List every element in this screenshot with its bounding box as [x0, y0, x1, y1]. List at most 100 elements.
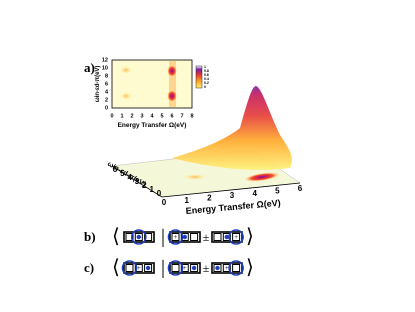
bracket: ⟨ — [112, 226, 120, 248]
chain-box — [169, 231, 201, 243]
bracket: ⟩ — [246, 257, 254, 279]
tick-label: 0.6 — [204, 73, 209, 77]
tick-label: 5 — [275, 186, 280, 195]
ridge — [169, 61, 176, 107]
tick-label: 0 — [162, 198, 167, 207]
plus: + — [225, 264, 229, 272]
plus: + — [183, 264, 187, 272]
tick-label: 0 — [157, 189, 162, 198]
tick-label: 3 — [135, 177, 140, 186]
orbital-ring — [121, 260, 138, 276]
site — [232, 264, 241, 272]
bracket: ⟩ — [246, 226, 254, 248]
chain-box — [123, 262, 155, 274]
inset-heatmap — [111, 59, 203, 109]
panel-label: a) — [84, 60, 95, 75]
tick-label: 0.8 — [204, 69, 209, 73]
orbital-ring — [167, 229, 184, 245]
diagram-b: ⟨ | + ± + ⟩ — [112, 226, 254, 248]
tick-label: 8 — [190, 113, 193, 119]
tick-label: 2 — [142, 181, 147, 190]
hot-spot — [167, 90, 177, 102]
tick-label: 6 — [113, 165, 118, 174]
orbital-ring — [228, 229, 244, 245]
tick-label: 2 — [207, 193, 212, 202]
hole — [136, 234, 141, 240]
tick-label: 6 — [298, 184, 303, 193]
hole — [145, 265, 151, 271]
hot-spot — [120, 92, 132, 100]
tick-label: 0 — [204, 85, 206, 89]
tick-label: 4 — [150, 113, 154, 119]
tick-label: 4 — [105, 89, 109, 95]
panel-label: c) — [84, 260, 94, 275]
tick-label: 0 — [110, 113, 113, 119]
hole — [182, 234, 187, 240]
tick-label: 2 — [130, 113, 133, 119]
site — [125, 233, 134, 241]
tick-label: 6 — [105, 81, 108, 87]
colorbar — [195, 65, 203, 89]
separator: | — [161, 226, 165, 248]
tick-label: 10 — [102, 65, 108, 71]
chain-box — [169, 262, 201, 274]
diagram-c: ⟨ + | + ± + ⟩ — [112, 257, 254, 279]
site — [144, 233, 153, 241]
tick-label: 4 — [127, 173, 132, 182]
x-axis — [161, 182, 301, 198]
site — [171, 264, 180, 272]
hole — [191, 265, 197, 271]
tick-label: 0.4 — [204, 77, 209, 81]
tick-label: 1 — [120, 113, 123, 119]
site — [134, 264, 143, 272]
orbital-ring — [131, 229, 147, 245]
plus: + — [137, 264, 141, 272]
tick-label: 3 — [140, 113, 143, 119]
separator: | — [161, 257, 165, 279]
tick-label: 5 — [120, 169, 125, 178]
hot-spot — [244, 172, 280, 182]
tick-label: 5 — [160, 113, 163, 119]
depth-axis — [111, 165, 163, 198]
chain-box — [211, 231, 243, 243]
hot-spot — [120, 66, 132, 74]
site — [171, 233, 180, 241]
site — [222, 264, 231, 272]
hot-spot — [167, 65, 177, 77]
chain-box — [211, 262, 243, 274]
tick-label: 4 — [252, 189, 257, 198]
plus: + — [174, 233, 178, 241]
chain-box — [123, 231, 155, 243]
tick-label: 7 — [180, 113, 183, 119]
site — [213, 233, 222, 241]
panel-label: b) — [84, 229, 96, 244]
hole — [224, 234, 229, 240]
site — [232, 233, 241, 241]
tick-label: 1 — [204, 65, 206, 69]
tick-label: 0 — [105, 105, 108, 111]
x-axis-label: Energy Transfer Ω(eV) — [118, 122, 187, 129]
tick-label: 3 — [230, 191, 235, 200]
plus-minus: ± — [203, 261, 210, 275]
tick-label: 1 — [149, 185, 154, 194]
surface-plot — [111, 86, 301, 198]
orbital-ring — [228, 260, 244, 276]
hot-spot — [183, 174, 207, 180]
bracket: ⟨ — [112, 257, 120, 279]
plus-minus: ± — [203, 230, 210, 244]
hole — [215, 265, 220, 271]
surface — [172, 86, 292, 170]
site — [125, 264, 134, 272]
orbital-ring — [167, 260, 184, 276]
tick-label: 6 — [170, 113, 173, 119]
tick-label: 8 — [105, 73, 108, 79]
plus: + — [234, 233, 238, 241]
y-axis-label: ωin-εd-π(eV) — [95, 66, 101, 103]
site — [180, 264, 189, 272]
site — [190, 233, 199, 241]
tick-label: 2 — [105, 97, 108, 103]
tick-label: 0.2 — [204, 81, 209, 85]
tick-label: 1 — [184, 196, 189, 205]
x-axis-label: Energy Transfer Ω(eV) — [185, 198, 281, 216]
